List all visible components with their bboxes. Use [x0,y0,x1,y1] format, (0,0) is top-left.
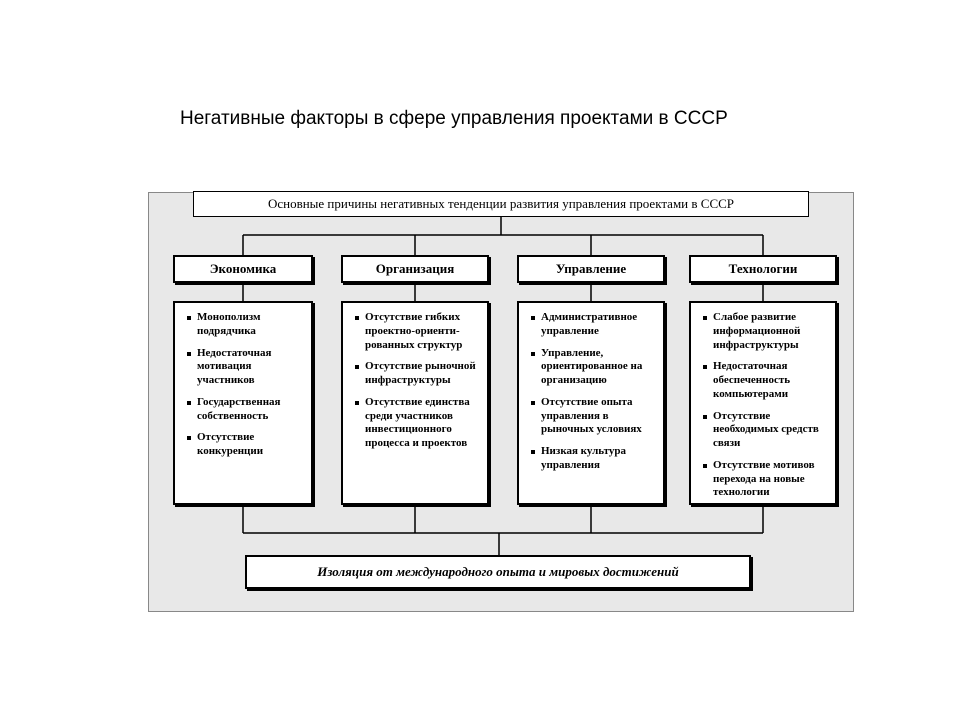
category-items-economics: Монополизм подрядчика Недостаточная моти… [173,301,313,505]
list-item: Слабое развитие информационной инфрастру… [713,311,827,352]
list-item: Отсутствие мотивов перехода на новые тех… [713,459,827,500]
list-item: Отсутствие необходимых средств связи [713,410,827,451]
root-node: Основные причины негативных тенденции ра… [193,191,809,217]
list-item: Отсутствие гибких проектно-ориенти­рован… [365,311,479,352]
category-items-organization: Отсутствие гибких проектно-ориенти­рован… [341,301,489,505]
list-item: Отсутствие конкуренции [197,431,303,459]
list-item: Административное управление [541,311,655,339]
category-items-management: Административное управление Управление, … [517,301,665,505]
category-header-management: Управление [517,255,665,283]
list-item: Низкая культура управления [541,445,655,473]
list-item: Отсутствие единства среди участников инв… [365,396,479,451]
category-header-economics: Экономика [173,255,313,283]
list-item: Государственная собственность [197,396,303,424]
category-header-organization: Организация [341,255,489,283]
page-title: Негативные факторы в сфере управления пр… [180,108,728,130]
list-item: Отсутствие опыта управления в рыночных у… [541,396,655,437]
category-header-technology: Технологии [689,255,837,283]
list-item: Недостаточная мотивация участников [197,347,303,388]
list-item: Недостаточная обеспеченность компьютерам… [713,360,827,401]
diagram-container: Основные причины негативных тенденции ра… [148,192,854,612]
list-item: Отсутствие рыночной инфраструктуры [365,360,479,388]
bottom-node: Изоляция от международного опыта и миров… [245,555,751,589]
list-item: Управление, ориентированное на организац… [541,347,655,388]
list-item: Монополизм подрядчика [197,311,303,339]
category-items-technology: Слабое развитие информационной инфрастру… [689,301,837,505]
